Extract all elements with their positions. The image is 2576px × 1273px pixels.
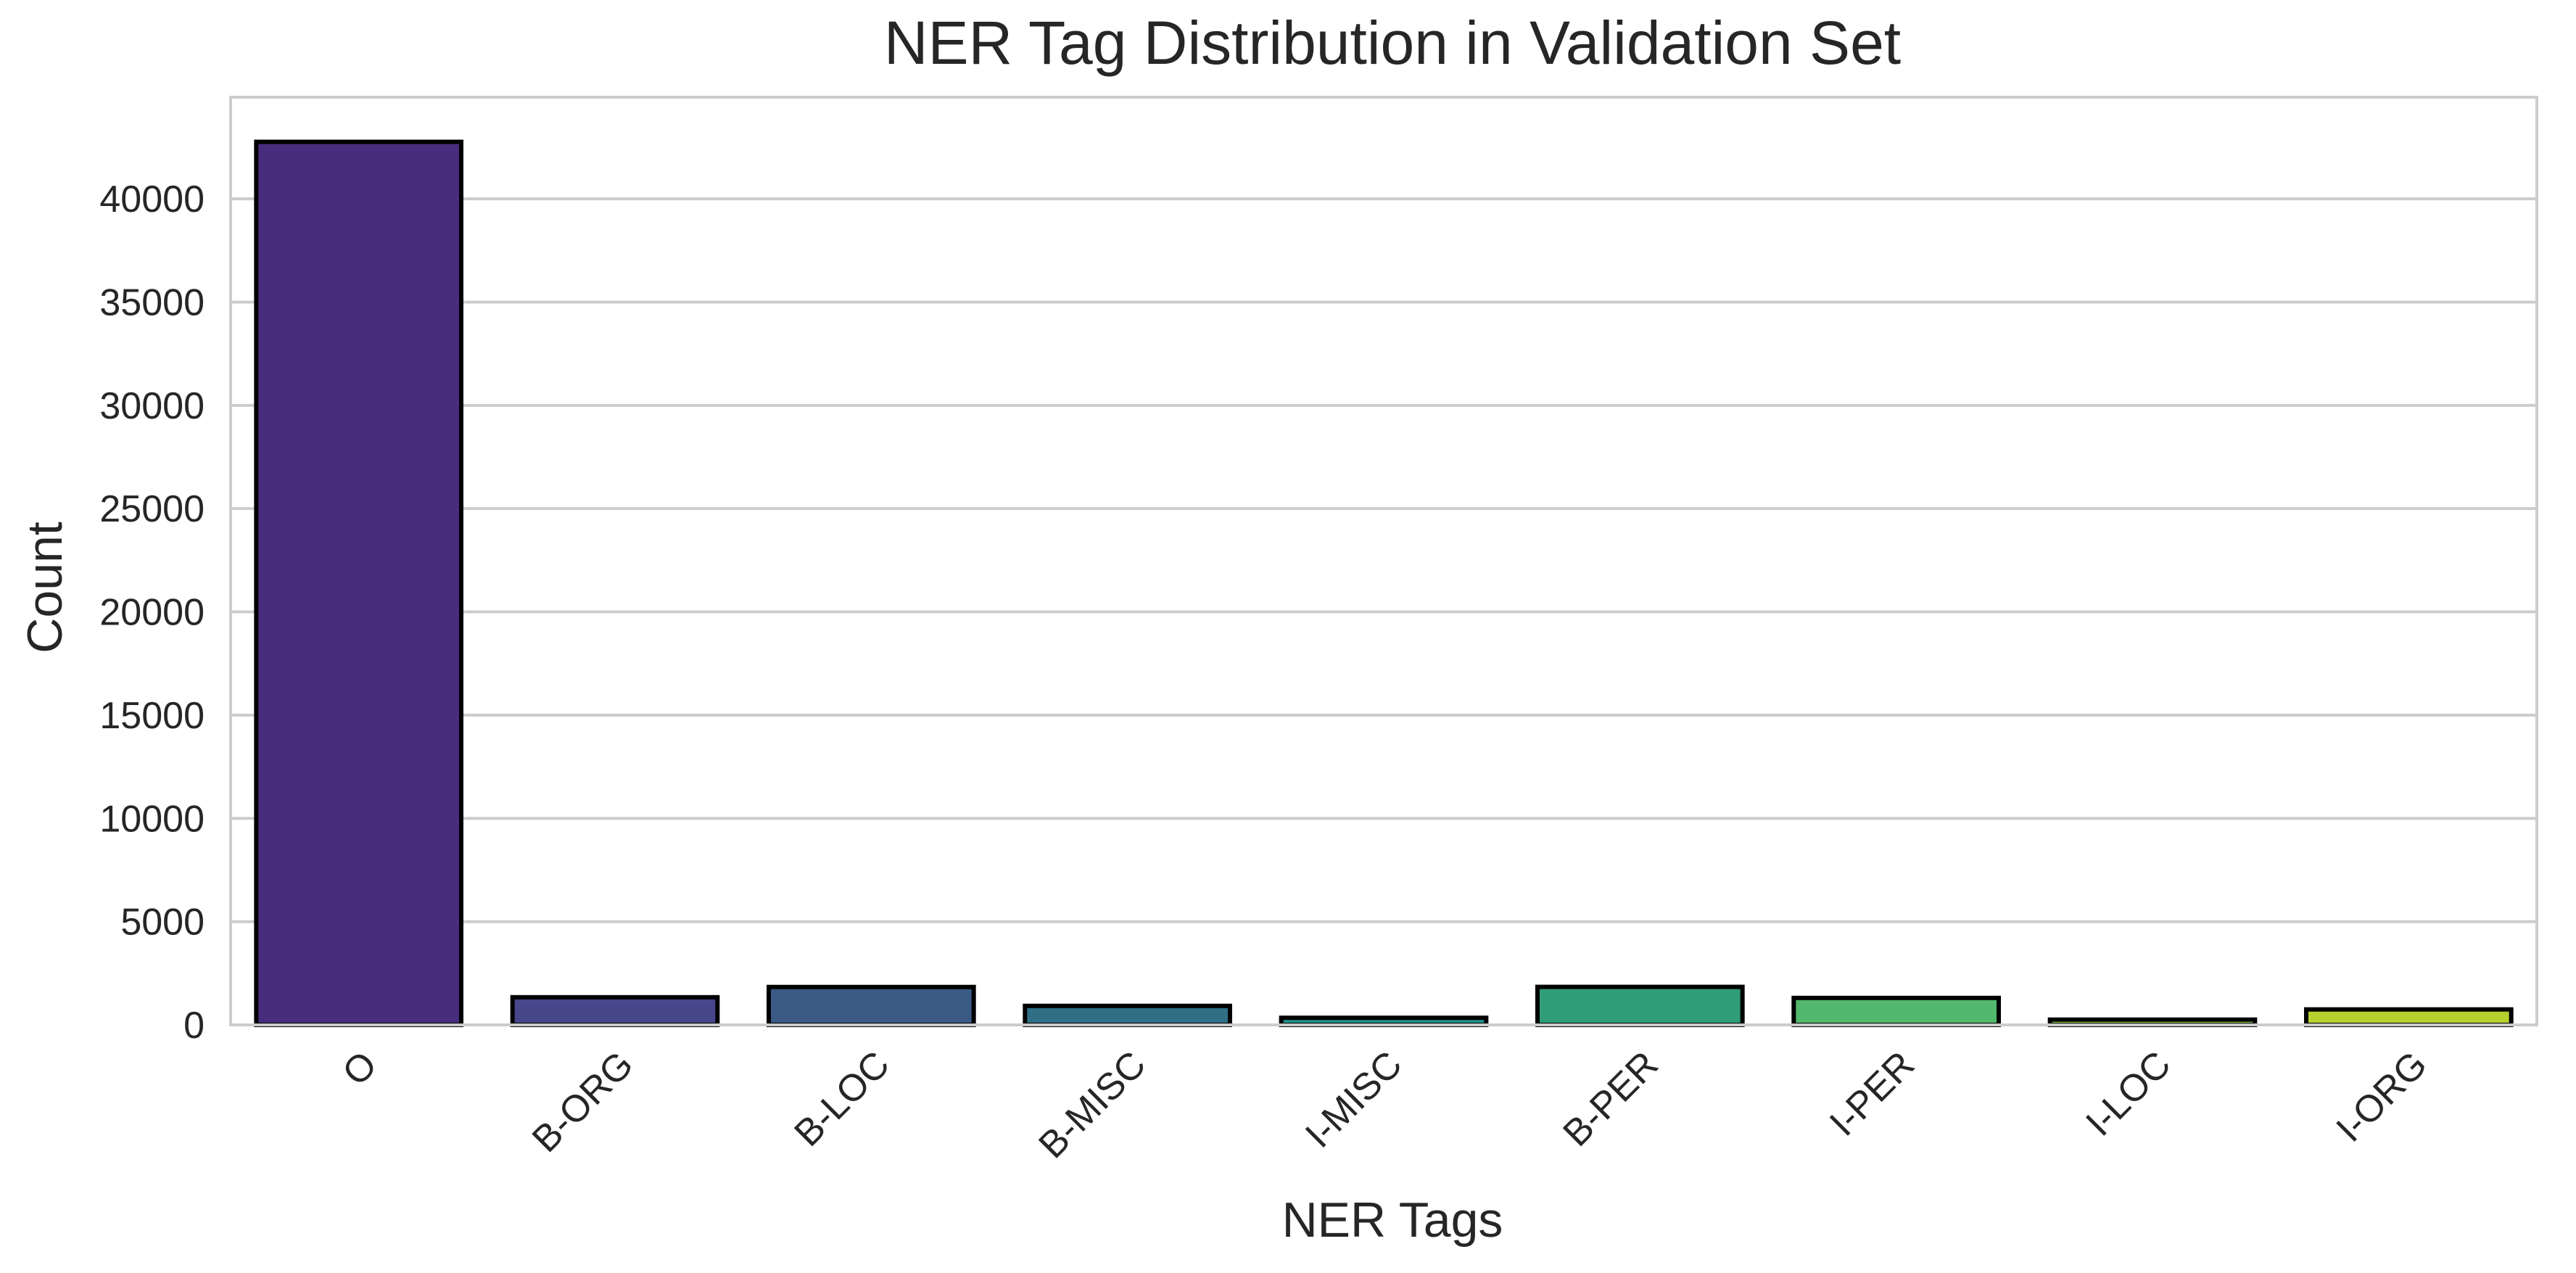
y-tick-label: 20000	[99, 592, 205, 634]
bar-b-loc	[767, 984, 976, 1028]
y-tick-label: 25000	[99, 488, 205, 530]
bar-b-misc	[1023, 1003, 1233, 1028]
y-axis-label: Count	[17, 522, 73, 654]
bar-i-org	[2304, 1007, 2514, 1028]
chart-title: NER Tag Distribution in Validation Set	[884, 9, 1901, 77]
y-tick-labels: 0 5000 10000 15000 20000 25000 30000 35000 40000	[99, 178, 205, 1047]
y-tick-label: 30000	[99, 385, 205, 427]
gridlines	[231, 197, 2537, 923]
bar-i-per	[1791, 995, 2001, 1028]
y-tick-label: 40000	[99, 178, 205, 221]
y-tick-label: 10000	[99, 798, 205, 840]
bar-o	[254, 139, 463, 1028]
x-axis-label: NER Tags	[1282, 1192, 1503, 1248]
y-tick-label: 15000	[99, 695, 205, 737]
plot-frame	[229, 96, 2538, 1026]
y-tick-label: 5000	[120, 902, 205, 944]
y-tick-label: 0	[183, 1005, 205, 1047]
bars	[254, 139, 2514, 1028]
bar-b-per	[1535, 984, 1745, 1027]
bar-b-org	[510, 994, 720, 1027]
y-tick-label: 35000	[99, 281, 205, 324]
